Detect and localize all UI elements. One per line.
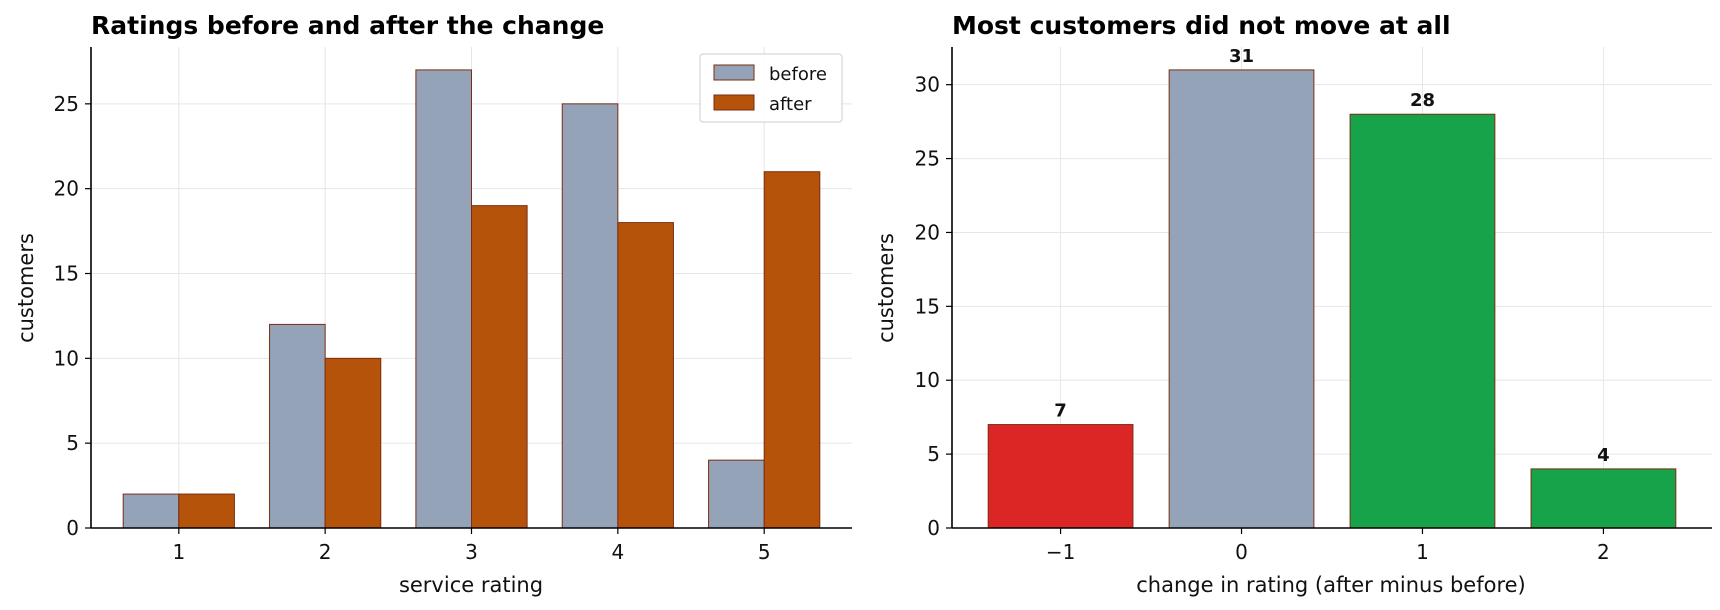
bars: [122, 69, 821, 529]
x-tick-label: 0: [1235, 540, 1248, 564]
bar-after-1: [178, 493, 235, 529]
data-label: 7: [1054, 401, 1067, 422]
x-tick-label: 5: [758, 540, 771, 564]
bar-after-3: [471, 205, 528, 529]
bar-before-5: [708, 459, 765, 529]
legend: before after: [699, 53, 843, 123]
x-tick-label: 3: [465, 540, 478, 564]
legend-swatch-before: [713, 64, 755, 81]
data-label: 31: [1229, 46, 1254, 67]
chart-rating-change: Most customers did not move at all 7 31 28…: [874, 11, 1712, 597]
x-tick-labels: 1 2 3 4 5: [172, 528, 771, 564]
y-axis-label: customers: [14, 233, 38, 343]
data-label: 4: [1597, 445, 1610, 466]
bar-change-2: [1349, 113, 1496, 529]
legend-label-after: after: [769, 94, 812, 115]
y-tick-label: 20: [54, 177, 79, 201]
bar-change-0: [987, 424, 1134, 529]
x-tick-label: 2: [319, 540, 332, 564]
y-tick-label: 20: [915, 220, 940, 244]
x-tick-label: 2: [1597, 540, 1610, 564]
y-tick-label: 15: [915, 294, 940, 318]
y-tick-label: 30: [915, 73, 940, 97]
y-tick-label: 5: [66, 431, 79, 455]
chart-title: Most customers did not move at all: [952, 11, 1451, 40]
bar-before-3: [415, 69, 472, 529]
x-tick-label: 4: [611, 540, 624, 564]
x-tick-labels: −1 0 1 2: [1046, 528, 1610, 564]
bar-before-1: [122, 493, 180, 529]
legend-swatch-after: [713, 94, 755, 111]
y-tick-labels: 0 5 10 15 20 25: [54, 92, 91, 540]
legend-label-before: before: [769, 64, 827, 85]
bar-before-2: [269, 323, 326, 529]
x-axis-label: change in rating (after minus before): [1136, 573, 1526, 597]
x-tick-label: 1: [1416, 540, 1429, 564]
chart-ratings: Ratings before and after the change 0510…: [14, 11, 852, 597]
y-tick-label: 5: [927, 442, 940, 466]
y-tick-label: 15: [54, 262, 79, 286]
y-tick-labels: 0 5 10 15 20 25 30: [915, 73, 952, 540]
y-tick-label: 25: [54, 92, 79, 116]
x-tick-label: 1: [172, 540, 185, 564]
bar-change-1: [1168, 69, 1315, 529]
x-tick-label: −1: [1046, 540, 1075, 564]
y-tick-label: 0: [927, 516, 940, 540]
y-tick-label: 25: [915, 147, 940, 171]
y-tick-label: 10: [915, 368, 940, 392]
bars: [987, 69, 1677, 529]
x-axis-label: service rating: [399, 573, 543, 597]
bar-before-4: [561, 103, 619, 529]
bar-after-2: [324, 357, 382, 529]
bar-change-3: [1530, 468, 1677, 529]
bar-after-4: [617, 222, 674, 529]
y-tick-label: 10: [54, 346, 79, 370]
bar-after-5: [763, 171, 821, 529]
y-axis-label: customers: [874, 233, 898, 343]
chart-title: Ratings before and after the change: [91, 11, 604, 40]
data-labels: 7 31 28 4: [1054, 46, 1609, 466]
data-label: 28: [1410, 90, 1435, 111]
y-tick-label: 0: [66, 516, 79, 540]
